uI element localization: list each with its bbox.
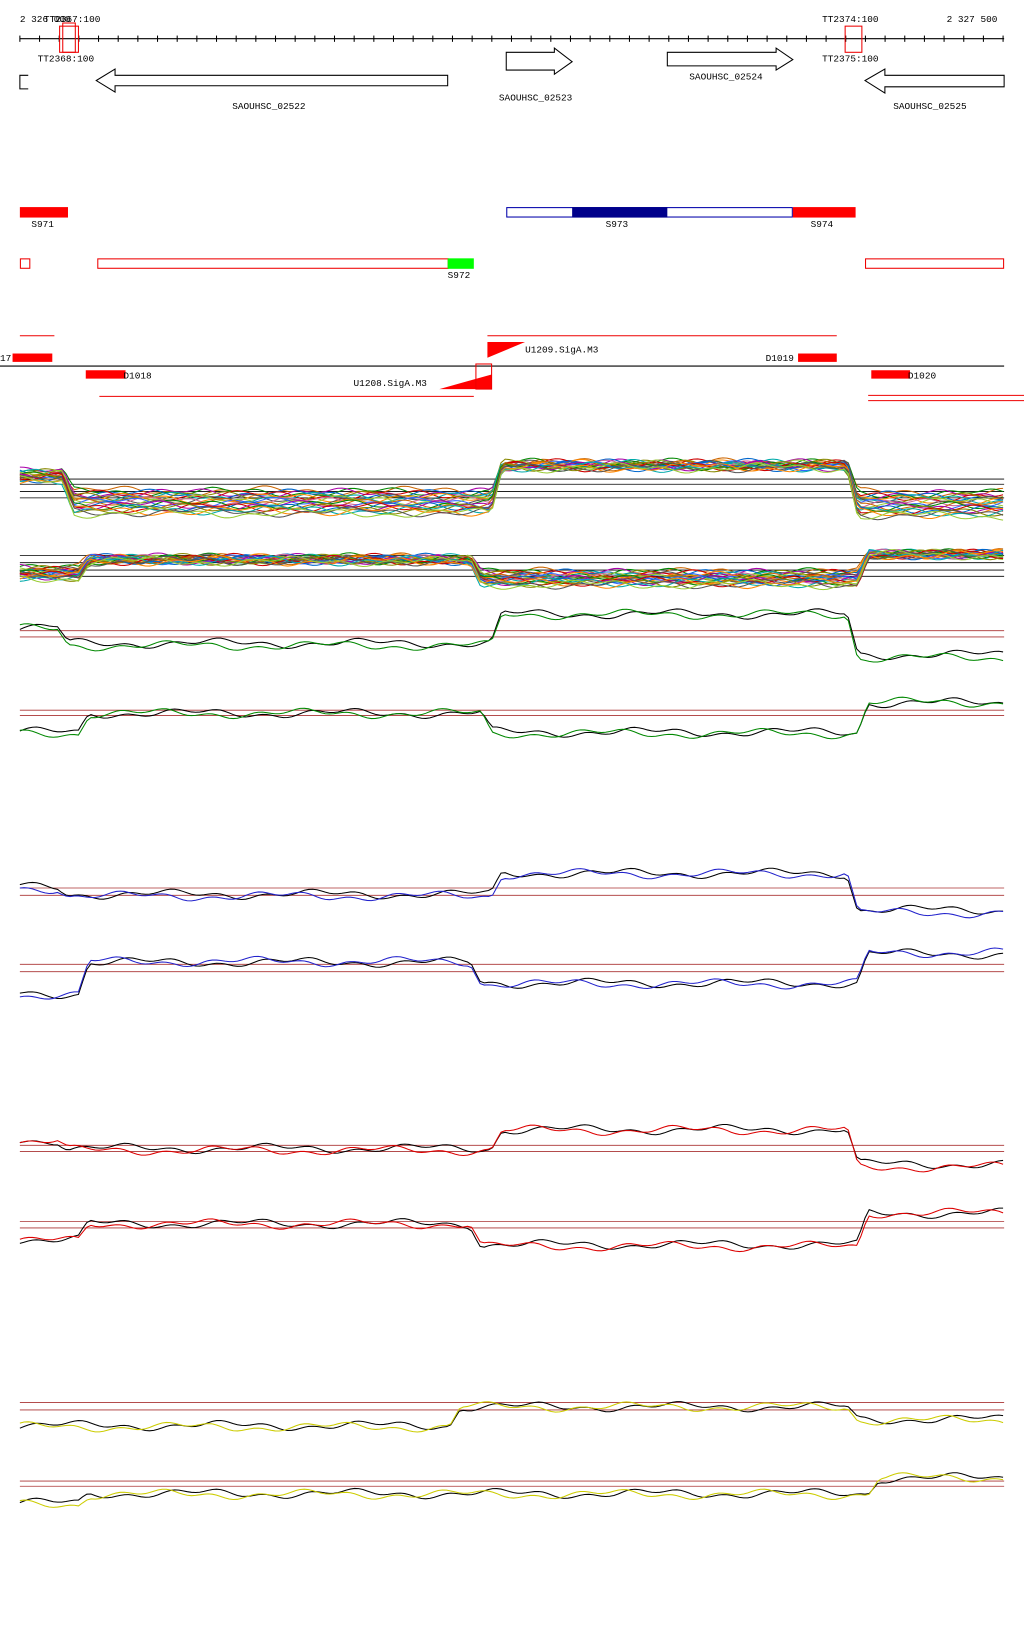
profile-line (19, 1207, 1004, 1253)
segment-label: S974 (811, 219, 834, 230)
profile-line (19, 549, 1004, 588)
promoter (487, 342, 526, 358)
profile-line (19, 460, 1004, 511)
terminator-label: TT2368:100 (38, 54, 95, 65)
profile-line (19, 947, 1004, 1000)
feature-label: 17 (0, 353, 11, 364)
profile-line (19, 549, 1004, 591)
ruler-ticks (19, 35, 1004, 42)
profile-line (19, 1401, 1004, 1432)
profile-line (19, 462, 1004, 521)
profile-line (19, 461, 1004, 521)
gene-label: SAOUHSC_02525 (893, 101, 967, 112)
segment (572, 207, 668, 218)
segment (447, 258, 474, 269)
profile-line (19, 1124, 1004, 1173)
segment-label: S973 (606, 219, 629, 230)
terminator (62, 22, 76, 53)
feature-label: D1019 (766, 353, 794, 364)
profile-line (19, 461, 1004, 519)
terminator (844, 25, 863, 53)
feature (871, 370, 910, 379)
gene-arrow (95, 68, 449, 93)
profile-line (19, 548, 1004, 587)
gene-arrow (864, 68, 1005, 95)
gene-arrow (666, 47, 794, 72)
terminator-label: TT2367:100 (44, 14, 101, 25)
feature (85, 370, 126, 379)
profile-line (19, 608, 1004, 661)
segment (19, 258, 31, 269)
segment (865, 258, 1005, 269)
gene-fragment (19, 74, 29, 90)
segment (97, 258, 449, 269)
terminator-label: TT2374:100 (822, 14, 879, 25)
segment-label: S971 (31, 219, 54, 230)
feature (475, 363, 493, 390)
profile-line (19, 1401, 1004, 1433)
profile-line (19, 697, 1004, 738)
profile-line (19, 461, 1004, 516)
feature-label: D1018 (123, 371, 152, 382)
feature-label: D1020 (908, 371, 937, 382)
profile-line (19, 458, 1004, 503)
profile-line (19, 867, 1004, 915)
profile-line (19, 1472, 1004, 1508)
profile-line (19, 549, 1004, 590)
gene-label: SAOUHSC_02524 (689, 71, 763, 82)
profile-line (19, 868, 1004, 919)
profile-line (19, 608, 1004, 663)
profile-line (19, 948, 1004, 1000)
profile-line (19, 696, 1004, 740)
gene-arrow (505, 47, 574, 76)
ruler-end: 2 327 500 (947, 14, 998, 25)
gene-label: SAOUHSC_02523 (499, 92, 573, 103)
profile-line (19, 1207, 1004, 1250)
profile-line (19, 550, 1004, 590)
segment (792, 207, 856, 218)
promoter (439, 374, 492, 390)
ruler-start: 2 326 000 (20, 14, 71, 25)
profile-line (19, 461, 1004, 517)
expression-profiles (19, 457, 1005, 1508)
profile-line (19, 549, 1004, 588)
feature-label: U1208.SigA.M3 (354, 378, 428, 389)
feature-label: U1209.SigA.M3 (525, 344, 599, 355)
feature-lines (19, 335, 1024, 402)
feature (12, 353, 53, 362)
profile-line (19, 1123, 1004, 1169)
gene-label: SAOUHSC_02522 (232, 101, 305, 112)
feature (798, 353, 837, 362)
segment-label: S972 (448, 270, 471, 281)
segment (19, 207, 68, 218)
terminator-label: TT2375:100 (822, 54, 879, 65)
profile-line (19, 1472, 1004, 1504)
